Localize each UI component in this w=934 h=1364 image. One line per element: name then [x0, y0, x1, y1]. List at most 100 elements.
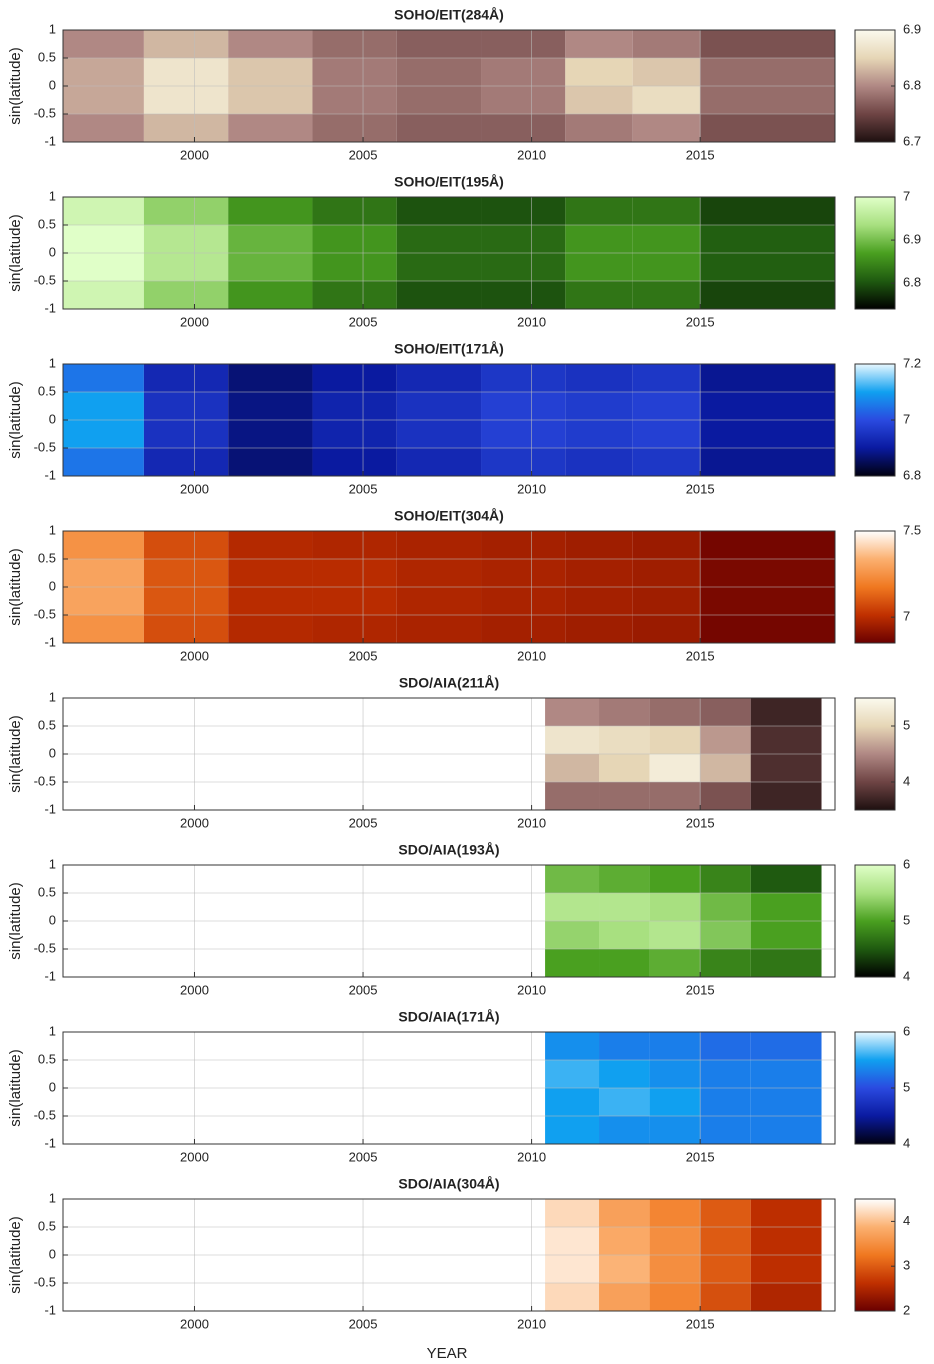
plot-frame [62, 29, 836, 143]
heat-cell [632, 197, 701, 225]
heat-cell [565, 364, 633, 392]
heat-cell [63, 225, 144, 253]
colorbar [854, 29, 896, 143]
heat-cell [228, 225, 313, 253]
heat-cell [312, 30, 397, 58]
heat-cell [565, 253, 633, 281]
colorbar-tick-label: 7 [903, 188, 910, 203]
heat-cell [750, 865, 822, 893]
heat-cell [599, 726, 650, 754]
heat-cell [228, 86, 313, 114]
heat-cell [396, 420, 482, 448]
heat-cell [312, 253, 397, 281]
heat-cell [396, 58, 482, 86]
heat-cell [481, 197, 566, 225]
y-tick-label: -1 [44, 467, 56, 482]
heat-cell [632, 253, 701, 281]
plot-frame [62, 363, 836, 477]
heat-cell [545, 893, 600, 921]
heat-cell [545, 1199, 600, 1227]
heat-cell [700, 559, 835, 587]
heat-cell [481, 225, 566, 253]
heat-cell [63, 448, 144, 476]
heat-cell [143, 587, 229, 615]
heat-cell [632, 615, 701, 643]
colorbar-tick-label: 6.7 [903, 133, 921, 148]
x-tick-label: 2005 [349, 648, 378, 663]
plot-frame [62, 196, 836, 310]
plot-frame [62, 697, 836, 811]
heat-cell [632, 225, 701, 253]
x-tick-label: 2010 [517, 314, 546, 329]
heat-cell [143, 531, 229, 559]
y-tick-label: -1 [44, 968, 56, 983]
heat-cell [565, 615, 633, 643]
heat-cell [63, 615, 144, 643]
heat-cell [545, 1116, 600, 1144]
heat-cell [750, 1283, 822, 1311]
y-tick-label: -0.5 [34, 940, 56, 955]
y-tick-label: 0.5 [38, 717, 56, 732]
x-tick-label: 2000 [180, 982, 209, 997]
colorbar-tick-label: 4 [903, 1135, 910, 1150]
heat-cell [599, 949, 650, 977]
heat-cell [63, 197, 144, 225]
colorbar-tick-label: 5 [903, 1079, 910, 1094]
heat-cell [481, 30, 566, 58]
heat-cell [700, 114, 835, 142]
colorbar [854, 363, 896, 477]
heat-cell [649, 949, 701, 977]
x-tick-label: 2010 [517, 481, 546, 496]
x-tick-label: 2015 [686, 648, 715, 663]
x-tick-label: 2015 [686, 314, 715, 329]
heat-cell [63, 58, 144, 86]
colorbar-tick-label: 3 [903, 1258, 910, 1273]
heat-cell [599, 1283, 650, 1311]
heat-cell [649, 754, 701, 782]
heat-cell [700, 615, 835, 643]
y-axis-label: sin(latitude) [7, 882, 24, 960]
heat-cell [396, 197, 482, 225]
heat-cell [700, 1283, 751, 1311]
heat-cell [700, 949, 751, 977]
colorbar-tick-label: 5 [903, 717, 910, 732]
heat-cell [750, 1227, 822, 1255]
y-tick-label: -0.5 [34, 773, 56, 788]
x-tick-label: 2000 [180, 1316, 209, 1331]
y-axis-label: sin(latitude) [7, 1216, 24, 1294]
heat-cell [143, 114, 229, 142]
heat-cell [750, 726, 822, 754]
heat-cell [750, 754, 822, 782]
heat-cell [565, 58, 633, 86]
heat-cell [649, 893, 701, 921]
heat-cell [632, 281, 701, 309]
heat-cell [63, 86, 144, 114]
heat-cell [143, 86, 229, 114]
heat-cell [565, 197, 633, 225]
colorbar [854, 1198, 896, 1312]
heat-cell [750, 1116, 822, 1144]
y-tick-label: 0 [49, 1246, 56, 1261]
heat-cell [700, 893, 751, 921]
colorbar-tick-label: 6 [903, 856, 910, 871]
heat-cell [700, 392, 835, 420]
y-tick-label: 0 [49, 77, 56, 92]
heat-cell [63, 587, 144, 615]
heat-cell [481, 86, 566, 114]
heat-cell [312, 448, 397, 476]
heat-cell [545, 1060, 600, 1088]
heat-cell [228, 197, 313, 225]
heat-cell [396, 531, 482, 559]
heat-cell [750, 698, 822, 726]
colorbar [854, 530, 896, 644]
heat-cell [396, 615, 482, 643]
plot-frame [62, 864, 836, 978]
heat-cell [599, 1088, 650, 1116]
x-tick-label: 2015 [686, 481, 715, 496]
y-axis-label: sin(latitude) [7, 548, 24, 626]
heat-cell [228, 30, 313, 58]
y-tick-label: 0.5 [38, 49, 56, 64]
colorbar-tick-label: 6.9 [903, 21, 921, 36]
colorbar-tick-label: 6.8 [903, 467, 921, 482]
